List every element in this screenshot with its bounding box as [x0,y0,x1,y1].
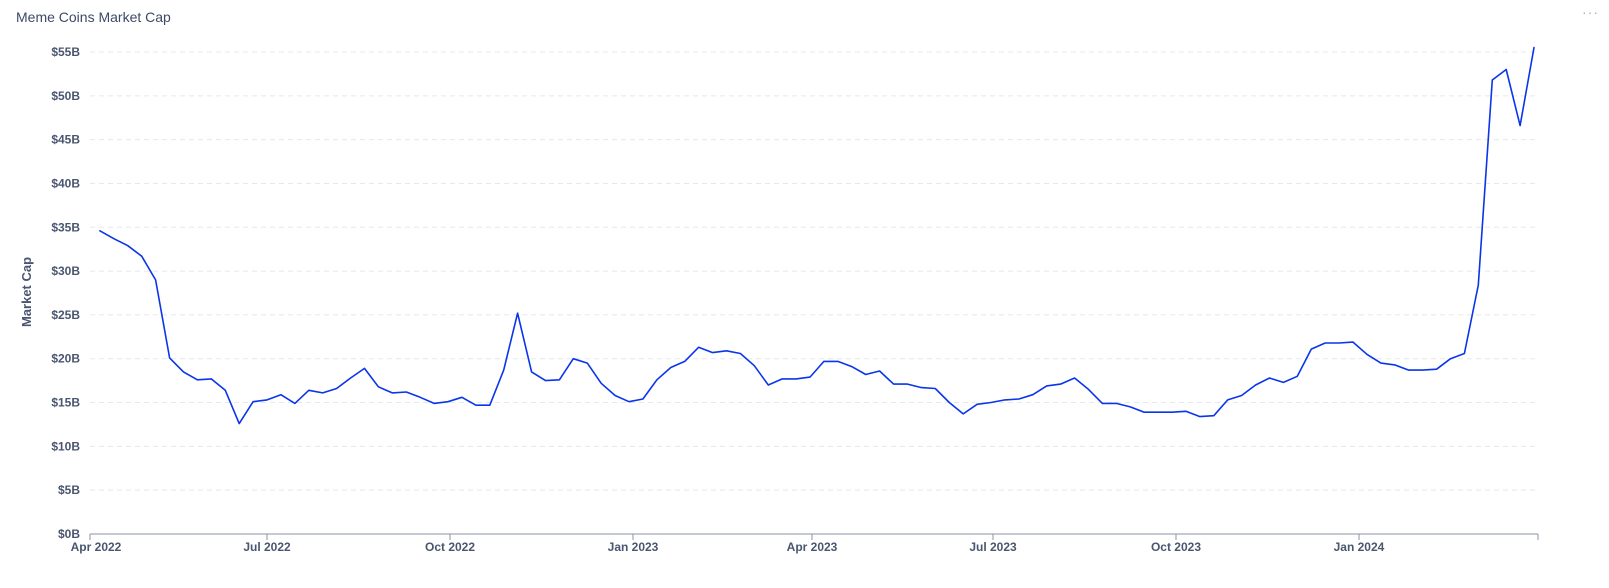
x-tick-label: Oct 2023 [1151,540,1201,554]
series-line [99,46,1535,425]
y-tick-label: $40B [51,176,80,190]
x-axis-ticks: Apr 2022 Jul 2022 Oct 2022 Jan 2023 Apr 2023… [71,534,1385,554]
x-tick-label: Jul 2023 [969,540,1017,554]
x-tick-label: Jan 2024 [1334,540,1385,554]
x-tick-label: Jan 2023 [608,540,659,554]
x-tick-label: Oct 2022 [425,540,475,554]
y-tick-label: $45B [51,133,80,147]
y-tick-label: $30B [51,264,80,278]
more-horizontal-icon[interactable]: ··· [1582,4,1599,20]
x-tick-label: Jul 2022 [243,540,291,554]
x-tick-label: Apr 2023 [787,540,838,554]
x-tick-label: Apr 2022 [71,540,122,554]
y-tick-label: $35B [51,220,80,234]
y-axis-ticks: $0B $5B $10B $15B $20B $25B $30B $35B $40B $45B $5… [51,45,80,541]
y-tick-label: $20B [51,352,80,366]
y-tick-label: $50B [51,89,80,103]
y-tick-label: $0B [58,527,80,541]
axes [90,533,1539,540]
y-tick-label: $55B [51,45,80,59]
y-tick-label: $10B [51,439,80,453]
y-axis-title: Market Cap [19,257,34,327]
y-tick-label: $15B [51,396,80,410]
y-tick-label: $5B [58,483,80,497]
series-layer [99,46,1535,425]
grid-lines [90,51,1538,491]
chart-title: Meme Coins Market Cap [16,9,171,25]
y-tick-label: $25B [51,308,80,322]
